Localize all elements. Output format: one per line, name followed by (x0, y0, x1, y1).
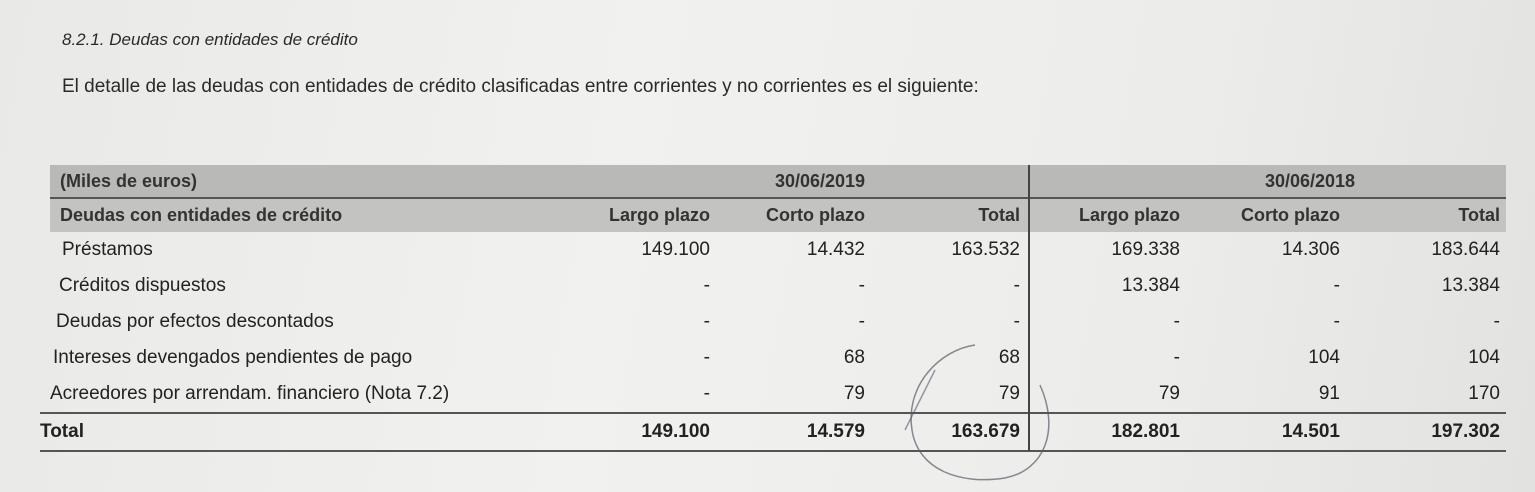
table-cell: - (1013, 275, 1020, 296)
table-cell: 79 (998, 383, 1020, 404)
table-cell: 170 (1468, 383, 1500, 404)
intro-paragraph: El detalle de las deudas con entidades d… (62, 76, 979, 97)
table-cell: 169.338 (1111, 239, 1180, 260)
unit-label: (Miles de euros) (60, 171, 198, 191)
table-total-row: Total 149.100 14.579 163.679 182.801 14.… (40, 412, 1506, 452)
table-row: Acreedores por arrendam. financiero (Not… (40, 376, 1506, 412)
table-row: Deudas por efectos descontados - - - - - - (40, 304, 1506, 340)
table-cell: - (1013, 311, 1020, 332)
table-cell: 149.100 (641, 421, 710, 442)
table-cell: - (703, 275, 710, 296)
column-header: Corto plazo (1241, 205, 1340, 225)
table-cell: 183.644 (1431, 239, 1500, 260)
table-row: Préstamos 149.100 14.432 163.532 169.338 14.3… (40, 232, 1506, 268)
table-cell: 91 (1318, 383, 1340, 404)
table-cell: - (858, 275, 865, 296)
column-header: Largo plazo (608, 205, 710, 225)
table-cell: 14.501 (1281, 421, 1340, 442)
section-heading: 8.2.1. Deudas con entidades de crédito (62, 30, 358, 49)
table-cell: - (703, 347, 710, 368)
row-label: Intereses devengados pendientes de pago (53, 347, 413, 368)
table-cell: - (1173, 311, 1180, 332)
table-cell: 79 (843, 383, 865, 404)
table-cell: - (1333, 311, 1340, 332)
table-cell: 149.100 (641, 239, 710, 260)
period-2019: 30/06/2019 (774, 171, 866, 191)
total-label: Total (40, 421, 84, 442)
row-label: Préstamos (62, 239, 153, 260)
table-cell: 197.302 (1431, 421, 1500, 442)
period-2018: 30/06/2018 (1264, 171, 1356, 191)
row-label: Acreedores por arrendam. financiero (Not… (50, 383, 450, 404)
table-cell: 14.579 (806, 421, 865, 442)
table-cell: 104 (1308, 347, 1340, 368)
table-cell: 163.532 (951, 239, 1020, 260)
table-cell: - (1333, 275, 1340, 296)
table-cell: - (703, 383, 710, 404)
row-header: Deudas con entidades de crédito (60, 205, 343, 225)
table-cell: 182.801 (1111, 421, 1180, 442)
column-header: Corto plazo (766, 205, 865, 225)
row-label: Créditos dispuestos (59, 275, 226, 296)
table-cell: 163.679 (951, 421, 1020, 442)
column-header: Largo plazo (1078, 205, 1180, 225)
row-label: Deudas por efectos descontados (56, 311, 334, 332)
table-cell: 104 (1468, 347, 1500, 368)
table-cell: 14.306 (1281, 239, 1340, 260)
column-header: Total (1458, 205, 1500, 225)
table-cell: 68 (843, 347, 865, 368)
table-header-periods: (Miles de euros) 30/06/2019 30/06/2018 (50, 165, 1506, 199)
table-cell: 13.384 (1121, 275, 1180, 296)
table-cell: - (703, 311, 710, 332)
table-cell: - (1493, 311, 1500, 332)
debt-table: (Miles de euros) 30/06/2019 30/06/2018 D… (40, 165, 1506, 452)
table-cell: 14.432 (806, 239, 865, 260)
table-cell: - (858, 311, 865, 332)
table-cell: 79 (1158, 383, 1180, 404)
table-row: Intereses devengados pendientes de pago -… (40, 340, 1506, 376)
table-cell: 68 (998, 347, 1020, 368)
table-cell: - (1173, 347, 1180, 368)
column-header: Total (978, 205, 1020, 225)
table-row: Créditos dispuestos - - - 13.384 - 13.384 (40, 268, 1506, 304)
table-header-columns: Deudas con entidades de crédito Largo pl… (50, 199, 1506, 232)
period-divider (1028, 165, 1030, 451)
table-cell: 13.384 (1441, 275, 1500, 296)
